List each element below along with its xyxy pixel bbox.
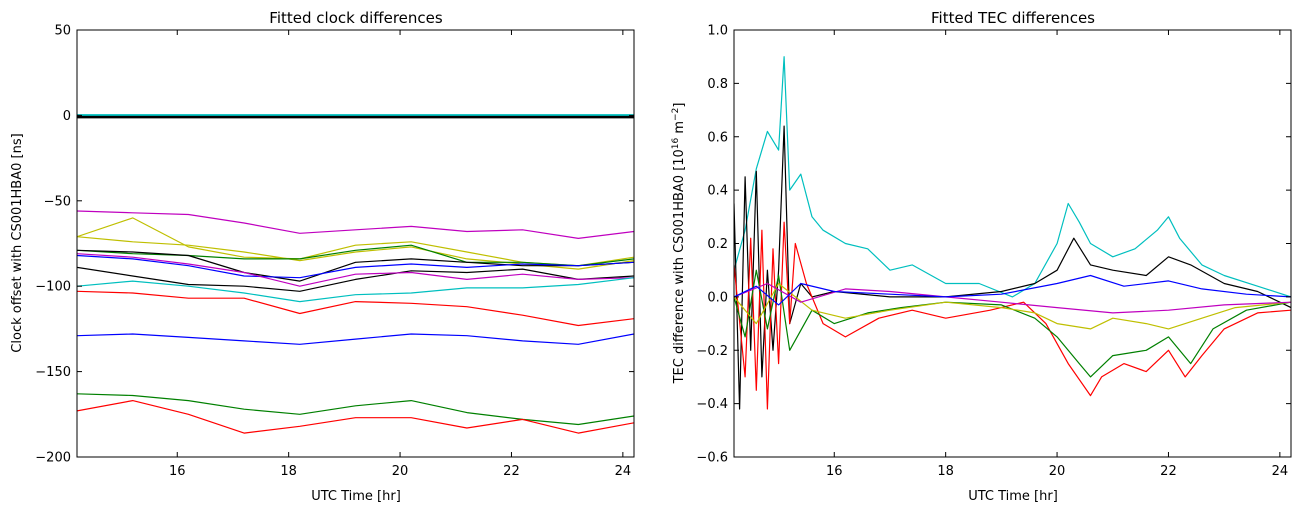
clock-y-tick-label: −50: [44, 194, 71, 209]
tec-x-tick-label: 22: [1160, 464, 1177, 479]
tec-series-group: [734, 56, 1291, 410]
tec-y-label-suffix: ]: [672, 103, 687, 108]
clock-series-line: [77, 277, 634, 303]
tec-y-tick-label: 0.2: [707, 237, 728, 252]
clock-series-line: [77, 253, 634, 287]
clock-x-tick-label: 20: [392, 464, 409, 479]
tec-series-line: [734, 221, 1291, 410]
tec-y-tick-label: −0.2: [696, 344, 728, 359]
clock-series-line: [77, 217, 634, 267]
clock-y-tick-label: 50: [54, 24, 71, 39]
tec-y-label-exp2: −2: [671, 108, 681, 121]
tec-x-axis-label: UTC Time [hr]: [968, 489, 1058, 504]
clock-y-tick-label: −200: [35, 451, 71, 466]
tec-y-tick-label: 1.0: [707, 24, 728, 39]
tec-series-line: [734, 269, 1291, 378]
tec-y-label-prefix: TEC difference with CS001HBA0 [10: [672, 149, 687, 384]
clock-y-axis-label: Clock offset with CS001HBA0 [ns]: [10, 133, 25, 352]
tec-x-tick-label: 16: [826, 464, 843, 479]
clock-series-line: [77, 210, 634, 239]
tec-y-tick-label: 0.4: [707, 184, 728, 199]
clock-series-line: [77, 400, 634, 434]
clock-y-tick-label: 0: [63, 109, 71, 124]
clock-series-group: [77, 114, 634, 434]
clock-series-line: [77, 393, 634, 426]
tec-series-line: [734, 56, 1291, 298]
clock-chart: Fitted clock differences 16 18 20 22 24 −200 −…: [10, 9, 635, 504]
tec-y-label-mid: m: [672, 121, 687, 138]
tec-series-line: [734, 282, 1291, 314]
clock-x-tick-label: 22: [503, 464, 520, 479]
clock-chart-title: Fitted clock differences: [269, 9, 443, 27]
clock-x-tick-label: 18: [280, 464, 297, 479]
clock-series-line: [77, 266, 634, 292]
tec-y-tick-label: 0.8: [707, 77, 728, 92]
tec-x-tick-label: 20: [1049, 464, 1066, 479]
tec-plot-frame: [733, 29, 1292, 458]
clock-series-line: [77, 290, 634, 327]
clock-series-line: [77, 254, 634, 279]
tec-y-tick-label: −0.6: [696, 451, 728, 466]
clock-y-tick-label: −150: [35, 365, 71, 380]
tec-y-label-exp1: 16: [671, 137, 681, 149]
clock-series-line: [77, 333, 634, 345]
clock-x-tick-label: 24: [615, 464, 632, 479]
tec-chart: Fitted TEC differences 16 18 20 22 24 −0.6 −0.…: [671, 9, 1292, 504]
clock-plot-frame: [76, 29, 635, 458]
tec-series-line: [734, 125, 1291, 410]
tec-y-tick-label: −0.4: [696, 397, 728, 412]
clock-x-tick-label: 16: [169, 464, 186, 479]
tec-y-axis-label: TEC difference with CS001HBA0 [1016 m−2]: [671, 103, 687, 385]
clock-y-tick-label: −100: [35, 280, 71, 295]
tec-y-tick-label: 0.0: [707, 290, 728, 305]
clock-series-line: [77, 249, 634, 282]
clock-x-axis-label: UTC Time [hr]: [311, 489, 401, 504]
tec-series-line: [734, 282, 1291, 330]
tec-x-tick-label: 18: [937, 464, 954, 479]
tec-chart-title: Fitted TEC differences: [931, 9, 1095, 27]
tec-x-tick-label: 24: [1272, 464, 1289, 479]
tec-y-tick-label: 0.6: [707, 130, 728, 145]
tec-series-line: [734, 274, 1291, 306]
